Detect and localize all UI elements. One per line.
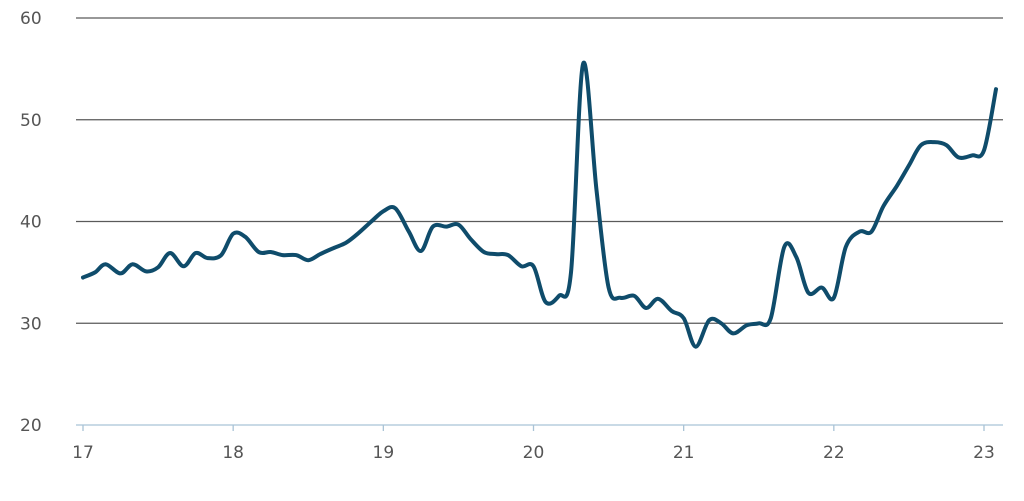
x-tick-label-23: 23: [973, 443, 995, 463]
y-tick-label-60: 60: [20, 9, 42, 29]
y-tick-label-30: 30: [20, 314, 42, 334]
gridlines: [76, 17, 1003, 324]
x-tick-label-18: 18: [222, 443, 244, 463]
series-line-0: [81, 60, 998, 349]
x-axis-labels: 17 18 19 20 21 22 23: [72, 443, 995, 463]
y-tick-label-50: 50: [20, 111, 42, 131]
x-tick-label-22: 22: [823, 443, 845, 463]
x-tick-label-19: 19: [373, 443, 395, 463]
x-tick-label-17: 17: [72, 443, 94, 463]
y-tick-label-40: 40: [20, 213, 42, 233]
series-group: [81, 60, 998, 349]
x-axis: [76, 424, 1003, 431]
x-tick-label-21: 21: [673, 443, 695, 463]
y-axis-labels: 20 30 40 50 60: [20, 9, 42, 436]
x-tick-label-20: 20: [523, 443, 545, 463]
y-tick-label-20: 20: [20, 416, 42, 436]
